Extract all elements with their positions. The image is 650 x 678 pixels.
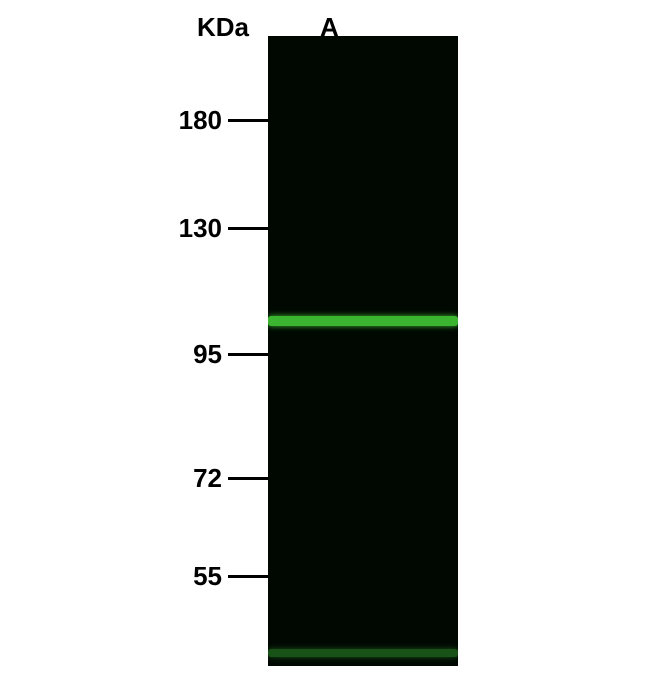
protein-band-1 — [268, 316, 458, 326]
western-blot-figure: KDa A 180130957255 — [0, 0, 650, 678]
marker-label-95: 95 — [152, 339, 222, 370]
marker-label-55: 55 — [152, 561, 222, 592]
marker-tick-130 — [228, 227, 268, 230]
marker-label-72: 72 — [152, 463, 222, 494]
marker-tick-55 — [228, 575, 268, 578]
marker-tick-72 — [228, 477, 268, 480]
marker-tick-180 — [228, 119, 268, 122]
protein-band-2 — [268, 649, 458, 657]
marker-label-130: 130 — [152, 213, 222, 244]
marker-tick-95 — [228, 353, 268, 356]
marker-label-180: 180 — [152, 105, 222, 136]
blot-lane-a — [268, 36, 458, 666]
kda-unit-label: KDa — [197, 12, 249, 43]
